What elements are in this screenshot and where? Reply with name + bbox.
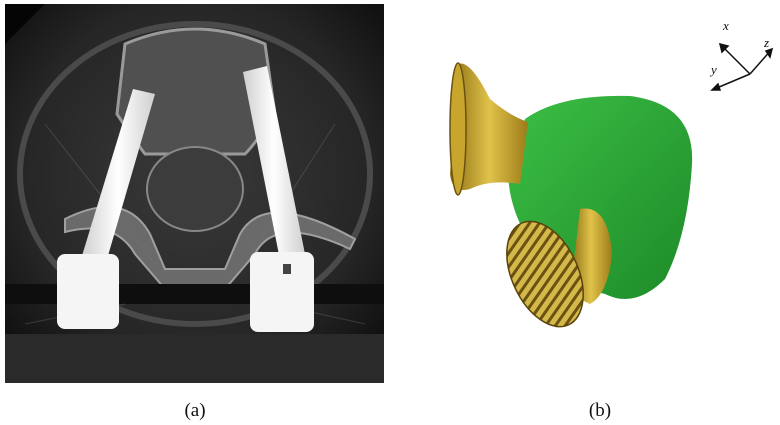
left-pedicle-screw — [57, 89, 155, 329]
upper-gold-screw-region — [449, 62, 528, 196]
axis-z-label: z — [764, 35, 770, 50]
caption-b: (b) — [588, 400, 612, 421]
ct-scan-image — [5, 4, 384, 383]
caption-a: (a) — [184, 400, 206, 421]
axis-triad — [710, 42, 774, 91]
ct-scan-svg — [5, 4, 384, 383]
right-pedicle-screw — [243, 66, 314, 332]
axis-x-label: x — [723, 18, 729, 33]
axis-y-label: y — [711, 62, 717, 77]
lower-gold-screw-region — [506, 208, 612, 328]
3d-render-image — [430, 4, 775, 384]
3d-render-svg — [449, 62, 693, 328]
